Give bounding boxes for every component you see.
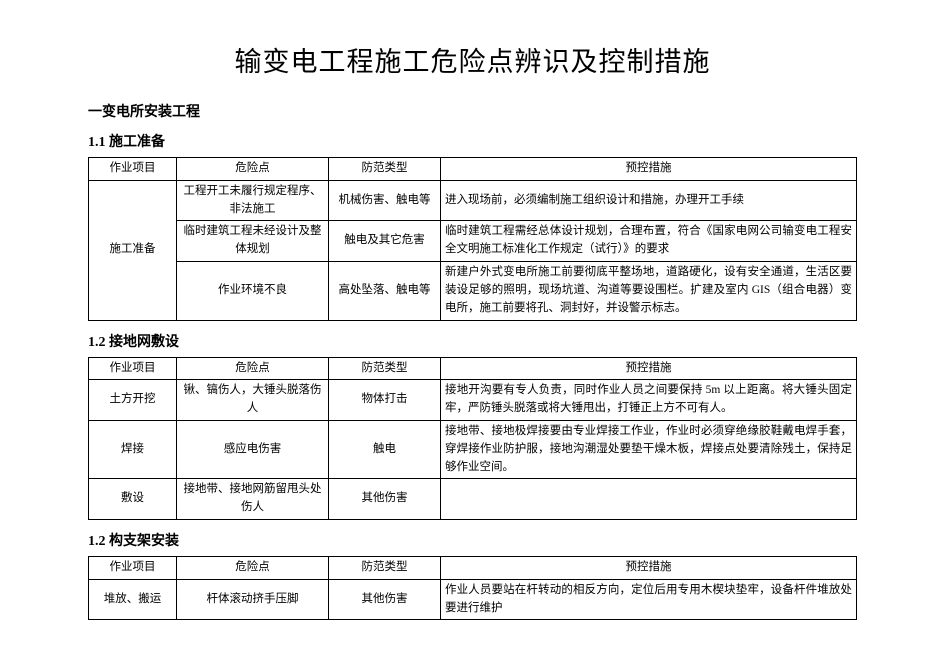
table-row: 堆放、搬运 杆体滚动挤手压脚 其他伤害 作业人员要站在杆转动的相反方向，定位后用… (89, 579, 857, 620)
col-header: 作业项目 (89, 557, 177, 580)
col-header: 预控措施 (441, 158, 857, 181)
cell-type: 高处坠落、触电等 (329, 262, 441, 320)
table-row: 施工准备 工程开工未履行规定程序、非法施工 机械伤害、触电等 进入现场前，必须编… (89, 180, 857, 221)
cell-measure: 临时建筑工程需经总体设计规划，合理布置，符合《国家电网公司输变电工程安全文明施工… (441, 221, 857, 262)
cell-measure: 接地开沟要有专人负责，同时作业人员之间要保持 5m 以上距离。将大锤头固定牢，严… (441, 380, 857, 421)
cell-type: 其他伤害 (329, 579, 441, 620)
col-header: 作业项目 (89, 158, 177, 181)
section-heading: 1.2 接地网敷设 (88, 331, 857, 351)
cell-measure: 进入现场前，必须编制施工组织设计和措施，办理开工手续 (441, 180, 857, 221)
risk-table-2: 作业项目 危险点 防范类型 预控措施 土方开挖 锹、镐伤人，大锤头脱落伤人 物体… (88, 357, 857, 521)
cell-risk: 临时建筑工程未经设计及整体规划 (177, 221, 329, 262)
cell-risk: 作业环境不良 (177, 262, 329, 320)
cell-type: 其他伤害 (329, 479, 441, 520)
cell-measure: 作业人员要站在杆转动的相反方向，定位后用专用木楔块垫牢，设备杆件堆放处要进行维护 (441, 579, 857, 620)
table-row: 临时建筑工程未经设计及整体规划 触电及其它危害 临时建筑工程需经总体设计规划，合… (89, 221, 857, 262)
col-header: 危险点 (177, 357, 329, 380)
table-header-row: 作业项目 危险点 防范类型 预控措施 (89, 357, 857, 380)
cell-measure: 接地带、接地极焊接要由专业焊接工作业，作业时必须穿绝缘胶鞋戴电焊手套，穿焊接作业… (441, 420, 857, 478)
cell-risk: 接地带、接地网筋留甩头处伤人 (177, 479, 329, 520)
cell-type: 机械伤害、触电等 (329, 180, 441, 221)
col-header: 危险点 (177, 557, 329, 580)
table-row: 焊接 感应电伤害 触电 接地带、接地极焊接要由专业焊接工作业，作业时必须穿绝缘胶… (89, 420, 857, 478)
cell-project: 敷设 (89, 479, 177, 520)
section-heading: 1.1 施工准备 (88, 131, 857, 151)
document-title: 输变电工程施工危险点辨识及控制措施 (88, 40, 857, 79)
cell-type: 物体打击 (329, 380, 441, 421)
col-header: 防范类型 (329, 357, 441, 380)
cell-project: 土方开挖 (89, 380, 177, 421)
table-header-row: 作业项目 危险点 防范类型 预控措施 (89, 158, 857, 181)
col-header: 作业项目 (89, 357, 177, 380)
document-page: 输变电工程施工危险点辨识及控制措施 一变电所安装工程 1.1 施工准备 作业项目… (0, 0, 945, 640)
cell-risk: 感应电伤害 (177, 420, 329, 478)
risk-table-3: 作业项目 危险点 防范类型 预控措施 堆放、搬运 杆体滚动挤手压脚 其他伤害 作… (88, 556, 857, 620)
section-level1: 一变电所安装工程 (88, 101, 857, 121)
cell-project: 堆放、搬运 (89, 579, 177, 620)
risk-table-1: 作业项目 危险点 防范类型 预控措施 施工准备 工程开工未履行规定程序、非法施工… (88, 157, 857, 321)
cell-risk: 杆体滚动挤手压脚 (177, 579, 329, 620)
col-header: 防范类型 (329, 158, 441, 181)
cell-risk: 工程开工未履行规定程序、非法施工 (177, 180, 329, 221)
cell-project: 焊接 (89, 420, 177, 478)
col-header: 预控措施 (441, 357, 857, 380)
cell-type: 触电及其它危害 (329, 221, 441, 262)
cell-project: 施工准备 (89, 180, 177, 320)
cell-measure (441, 479, 857, 520)
table-header-row: 作业项目 危险点 防范类型 预控措施 (89, 557, 857, 580)
col-header: 预控措施 (441, 557, 857, 580)
section-heading: 1.2 构支架安装 (88, 530, 857, 550)
cell-measure: 新建户外式变电所施工前要彻底平整场地，道路硬化，设有安全通道，生活区要装设足够的… (441, 262, 857, 320)
cell-type: 触电 (329, 420, 441, 478)
table-row: 作业环境不良 高处坠落、触电等 新建户外式变电所施工前要彻底平整场地，道路硬化，… (89, 262, 857, 320)
col-header: 危险点 (177, 158, 329, 181)
table-row: 土方开挖 锹、镐伤人，大锤头脱落伤人 物体打击 接地开沟要有专人负责，同时作业人… (89, 380, 857, 421)
col-header: 防范类型 (329, 557, 441, 580)
table-row: 敷设 接地带、接地网筋留甩头处伤人 其他伤害 (89, 479, 857, 520)
cell-risk: 锹、镐伤人，大锤头脱落伤人 (177, 380, 329, 421)
